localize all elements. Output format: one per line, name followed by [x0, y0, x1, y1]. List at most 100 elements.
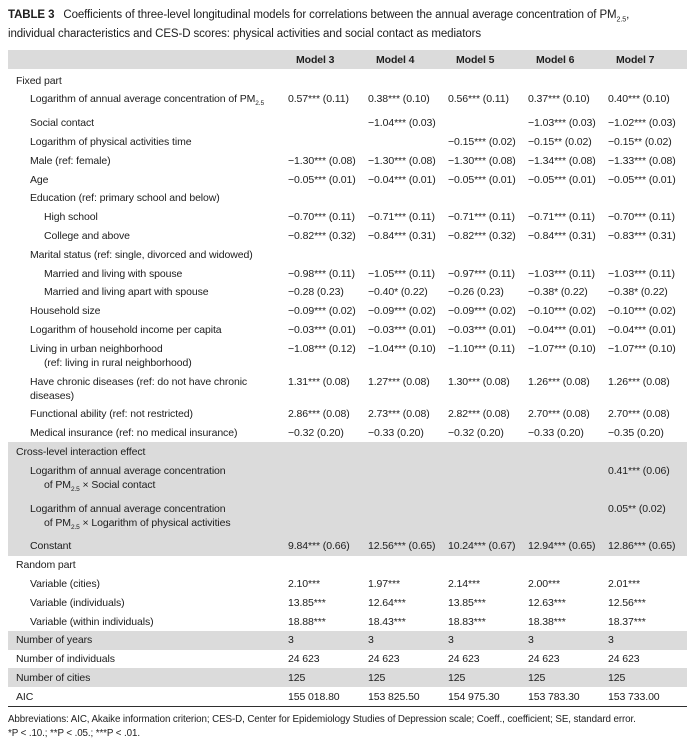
- table-row: High school −0.70*** (0.11) −0.71*** (0.1…: [8, 208, 687, 227]
- table-row: Number of cities 125 125 125 125 125: [8, 668, 687, 688]
- table-row: Logarithm of household income per capita…: [8, 321, 687, 340]
- column-header-model6: Model 6: [536, 53, 575, 66]
- coefficient-cell: 18.38***: [528, 615, 566, 628]
- row-label-line1: College and above: [44, 230, 130, 243]
- table-row: Household size −0.09*** (0.02) −0.09*** (…: [8, 302, 687, 321]
- column-header-model4: Model 4: [376, 53, 415, 66]
- coefficient-cell: −1.02*** (0.03): [608, 117, 676, 130]
- row-label: Constant: [16, 539, 288, 553]
- row-label-line1: Have chronic diseases (ref: do not have …: [30, 375, 248, 402]
- row-label: Logarithm of annual average concentratio…: [16, 464, 288, 497]
- row-label: Marital status (ref: single, divorced an…: [16, 248, 288, 262]
- table-row: Variable (within individuals) 18.88*** 18…: [8, 612, 687, 631]
- row-label-line1: Married and living apart with spouse: [44, 286, 209, 299]
- coefficient-cell: 3: [368, 634, 374, 647]
- coefficient-cell: 125: [368, 671, 386, 684]
- table-row: College and above −0.82*** (0.32) −0.84**…: [8, 227, 687, 246]
- coefficient-cell: −0.83*** (0.31): [608, 230, 676, 243]
- coefficient-cell: 1.30*** (0.08): [448, 375, 510, 388]
- row-label: Logarithm of annual average concentratio…: [16, 502, 288, 535]
- row-label-line1: Social contact: [30, 117, 94, 130]
- row-label-line1: Logarithm of annual average concentratio…: [30, 93, 265, 108]
- coefficient-cell: −0.70*** (0.11): [608, 211, 675, 224]
- table-row: Number of years 3 3 3 3 3: [8, 630, 687, 650]
- row-label: Logarithm of household income per capita: [16, 323, 288, 337]
- row-label-line1: Functional ability (ref: not restricted): [30, 408, 193, 421]
- table-body: Fixed part Logarithm of annual average c…: [8, 71, 687, 706]
- table-row: Logarithm of physical activities time −0…: [8, 133, 687, 152]
- row-label: Number of individuals: [16, 652, 288, 666]
- significance-note: *P < .10.; **P < .05.; ***P < .01.: [8, 727, 140, 739]
- table-footnotes: Abbreviations: AIC, Akaike information c…: [8, 713, 687, 740]
- coefficient-cell: 1.27*** (0.08): [368, 375, 430, 388]
- row-label-line1: Medical insurance (ref: no medical insur…: [30, 427, 238, 440]
- row-label: Variable (cities): [16, 577, 288, 591]
- coefficient-cell: 12.56***: [608, 596, 646, 609]
- row-label-line1: Education (ref: primary school and below…: [30, 192, 220, 205]
- coefficient-cell: −1.07*** (0.10): [608, 342, 676, 355]
- coefficient-cell: −1.05*** (0.11): [368, 267, 435, 280]
- table-header-row: Model 3 Model 4 Model 5 Model 6 Model 7: [8, 50, 687, 70]
- column-header-model3: Model 3: [296, 53, 335, 66]
- coefficient-cell: −0.09*** (0.02): [288, 305, 356, 318]
- column-header-model7: Model 7: [616, 53, 655, 66]
- coefficient-cell: 24 623: [608, 653, 640, 666]
- row-label-line1: Fixed part: [16, 74, 62, 87]
- table-row: Education (ref: primary school and below…: [8, 189, 687, 208]
- row-label-line1: Variable (within individuals): [30, 615, 154, 628]
- coefficient-cell: −0.26 (0.23): [448, 286, 504, 299]
- table-row: Random part: [8, 556, 687, 575]
- row-label: Education (ref: primary school and below…: [16, 191, 288, 205]
- row-label-line2: (ref: living in rural neighborhood): [44, 356, 192, 369]
- row-label-line1: Living in urban neighborhood: [30, 342, 163, 355]
- coefficient-cell: 0.56*** (0.11): [448, 93, 509, 106]
- results-table: Model 3 Model 4 Model 5 Model 6 Model 7 …: [8, 50, 687, 708]
- table-row: Cross-level interaction effect: [8, 442, 687, 462]
- coefficient-cell: −1.30*** (0.08): [368, 154, 436, 167]
- coefficient-cell: 2.70*** (0.08): [528, 408, 590, 421]
- coefficient-cell: −0.97*** (0.11): [448, 267, 515, 280]
- coefficient-cell: 153 733.00: [608, 690, 660, 703]
- row-label: Age: [16, 173, 288, 187]
- coefficient-cell: 0.57*** (0.11): [288, 93, 349, 106]
- coefficient-cell: −1.08*** (0.12): [288, 342, 356, 355]
- row-label: Functional ability (ref: not restricted): [16, 407, 288, 421]
- coefficient-cell: −0.15*** (0.02): [448, 136, 516, 149]
- coefficient-cell: 9.84*** (0.66): [288, 540, 350, 553]
- coefficient-cell: −1.33*** (0.08): [608, 154, 676, 167]
- coefficient-cell: 18.88***: [288, 615, 326, 628]
- coefficient-cell: 18.43***: [368, 615, 406, 628]
- coefficient-cell: 3: [608, 634, 614, 647]
- coefficient-cell: −0.15** (0.02): [528, 136, 592, 149]
- row-label: Medical insurance (ref: no medical insur…: [16, 426, 288, 440]
- table-row: Living in urban neighborhood (ref: living…: [8, 339, 687, 372]
- coefficient-cell: 2.70*** (0.08): [608, 408, 670, 421]
- coefficient-cell: −0.71*** (0.11): [528, 211, 595, 224]
- coefficient-cell: −1.03*** (0.03): [528, 117, 596, 130]
- coefficient-cell: −0.05*** (0.01): [528, 173, 596, 186]
- coefficient-cell: 12.94*** (0.65): [528, 540, 596, 553]
- coefficient-cell: −0.05*** (0.01): [448, 173, 516, 186]
- table-row: Variable (individuals) 13.85*** 12.64*** 1…: [8, 593, 687, 612]
- row-label-line1: Number of cities: [16, 671, 91, 684]
- row-label: Married and living with spouse: [16, 267, 288, 281]
- row-label-line2: of PM2.5 × Logarithm of physical activit…: [44, 516, 231, 531]
- coefficient-cell: 24 623: [288, 653, 320, 666]
- coefficient-cell: −0.05*** (0.01): [288, 173, 356, 186]
- coefficient-cell: 12.86*** (0.65): [608, 540, 676, 553]
- coefficient-cell: 125: [528, 671, 546, 684]
- row-label: Random part: [16, 558, 288, 572]
- coefficient-cell: −1.04*** (0.10): [368, 342, 436, 355]
- table-row: Have chronic diseases (ref: do not have …: [8, 372, 687, 405]
- row-label-line1: Logarithm of annual average concentratio…: [30, 464, 226, 477]
- coefficient-cell: 125: [608, 671, 626, 684]
- row-label-line1: Number of years: [16, 634, 93, 647]
- coefficient-cell: 2.10***: [288, 577, 320, 590]
- table-row: Married and living with spouse −0.98*** …: [8, 264, 687, 283]
- coefficient-cell: 153 783.30: [528, 690, 580, 703]
- coefficient-cell: −0.28 (0.23): [288, 286, 344, 299]
- coefficient-cell: −1.10*** (0.11): [448, 342, 515, 355]
- coefficient-cell: 125: [288, 671, 306, 684]
- row-label: AIC: [16, 690, 288, 704]
